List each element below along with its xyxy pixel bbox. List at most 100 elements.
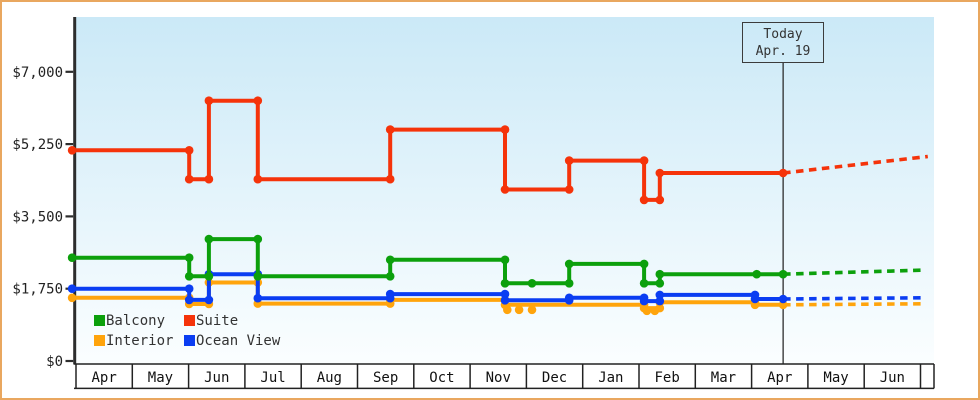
series-suite-point	[655, 195, 665, 205]
chart-legend: Balcony Suite Interior Ocean View	[94, 312, 280, 349]
today-date: Apr. 19	[755, 43, 811, 59]
series-suite-point	[500, 185, 510, 194]
series-ocean-view-point	[500, 289, 510, 299]
month-label: Jul	[260, 370, 285, 386]
series-balcony-point	[527, 279, 537, 288]
balcony-color-swatch	[94, 315, 105, 326]
series-balcony-point	[778, 269, 788, 279]
series-balcony	[67, 234, 926, 288]
series-suite-point	[253, 174, 263, 184]
month-label: Oct	[429, 370, 454, 386]
month-label: Aug	[317, 370, 342, 386]
series-balcony-point	[385, 255, 395, 265]
series-balcony-point	[67, 253, 77, 262]
series-suite-point	[385, 174, 395, 184]
series-balcony-point	[564, 259, 574, 269]
month-row	[76, 364, 934, 389]
series-ocean-view-point	[253, 293, 263, 303]
series-suite-point	[564, 156, 574, 165]
series-interior-point	[642, 306, 652, 316]
series-suite-forecast	[782, 154, 929, 175]
series-suite-point	[564, 185, 574, 194]
series-ocean-view-point	[655, 290, 665, 300]
series-ocean-view-point	[385, 289, 395, 299]
interior-color-swatch	[94, 335, 105, 346]
legend-item-ocean-view: Ocean View	[184, 332, 280, 349]
legend-item-balcony: Balcony	[94, 312, 184, 329]
series-balcony-point	[639, 279, 649, 288]
series-suite-point	[67, 146, 77, 155]
series-balcony-point	[253, 272, 263, 281]
series-suite-point	[639, 195, 649, 205]
month-label: Feb	[655, 370, 680, 386]
series-ocean-view-point	[564, 293, 574, 303]
series-suite-point	[655, 168, 665, 178]
series-interior-point	[514, 305, 524, 315]
y-tick-label: $3,500	[12, 209, 63, 225]
legend-label-ocean-view: Ocean View	[196, 332, 281, 349]
series-balcony-point	[204, 272, 214, 281]
series-interior-point	[527, 305, 537, 315]
month-label: Jun	[880, 370, 905, 386]
series-balcony-point	[184, 253, 194, 262]
y-tick-label: $5,250	[12, 137, 63, 153]
month-label: Jun	[204, 370, 229, 386]
series-suite-point	[778, 168, 788, 178]
month-label: Sep	[373, 370, 398, 386]
today-marker-box: Today Apr. 19	[742, 22, 824, 63]
series-balcony-point	[639, 259, 649, 269]
series-balcony-point	[204, 234, 214, 244]
series-balcony-point	[385, 272, 395, 281]
month-label: Mar	[711, 370, 736, 386]
series-interior-point	[67, 293, 77, 303]
series-balcony-point	[500, 255, 510, 265]
series-ocean-view-point	[639, 296, 649, 306]
series-ocean-view-point	[778, 294, 788, 304]
legend-label-balcony: Balcony	[106, 312, 166, 329]
series-balcony-point	[655, 269, 665, 279]
month-label: Jan	[598, 370, 623, 386]
series-suite-point	[253, 96, 263, 105]
month-label: Dec	[542, 370, 567, 386]
series-suite-point	[184, 174, 194, 184]
suite-color-swatch	[184, 315, 195, 326]
series-interior-forecast	[783, 302, 923, 307]
month-label: May	[148, 370, 173, 386]
series-suite-point	[500, 125, 510, 134]
legend-item-suite: Suite	[184, 312, 280, 329]
y-axis-line	[73, 17, 77, 365]
series-ocean-view-point	[204, 295, 214, 305]
series-suite	[67, 96, 929, 205]
series-suite-point	[184, 146, 194, 155]
ocean-view-color-swatch	[184, 335, 195, 346]
series-suite-point	[385, 125, 395, 134]
month-label: Nov	[486, 370, 511, 386]
series-ocean-view	[67, 269, 923, 306]
month-label: May	[823, 370, 848, 386]
legend-label-interior: Interior	[106, 332, 174, 349]
y-tick-label: $1,750	[12, 282, 63, 298]
series-balcony-point	[752, 269, 761, 279]
legend-label-suite: Suite	[196, 312, 239, 329]
today-label: Today	[763, 26, 803, 42]
y-tick-label: $0	[46, 354, 63, 370]
series-ocean-view-point	[655, 296, 665, 306]
series-ocean-view-forecast	[783, 296, 923, 301]
month-label: Apr	[92, 370, 117, 386]
series-ocean-view-point	[500, 296, 510, 305]
series-ocean-view-point	[184, 295, 194, 305]
series-suite-point	[639, 156, 649, 165]
series-ocean-view-point	[750, 294, 760, 304]
series-interior-point	[650, 306, 660, 316]
series-balcony-forecast	[783, 268, 926, 276]
month-label: Apr	[767, 370, 792, 386]
series-balcony-point	[253, 234, 263, 244]
series-ocean-view-point	[67, 284, 77, 294]
series-balcony-point	[184, 272, 194, 281]
series-interior-point	[503, 305, 512, 315]
series-balcony-point	[564, 279, 574, 288]
series-ocean-view-point	[184, 284, 194, 294]
series-balcony-point	[500, 279, 510, 288]
